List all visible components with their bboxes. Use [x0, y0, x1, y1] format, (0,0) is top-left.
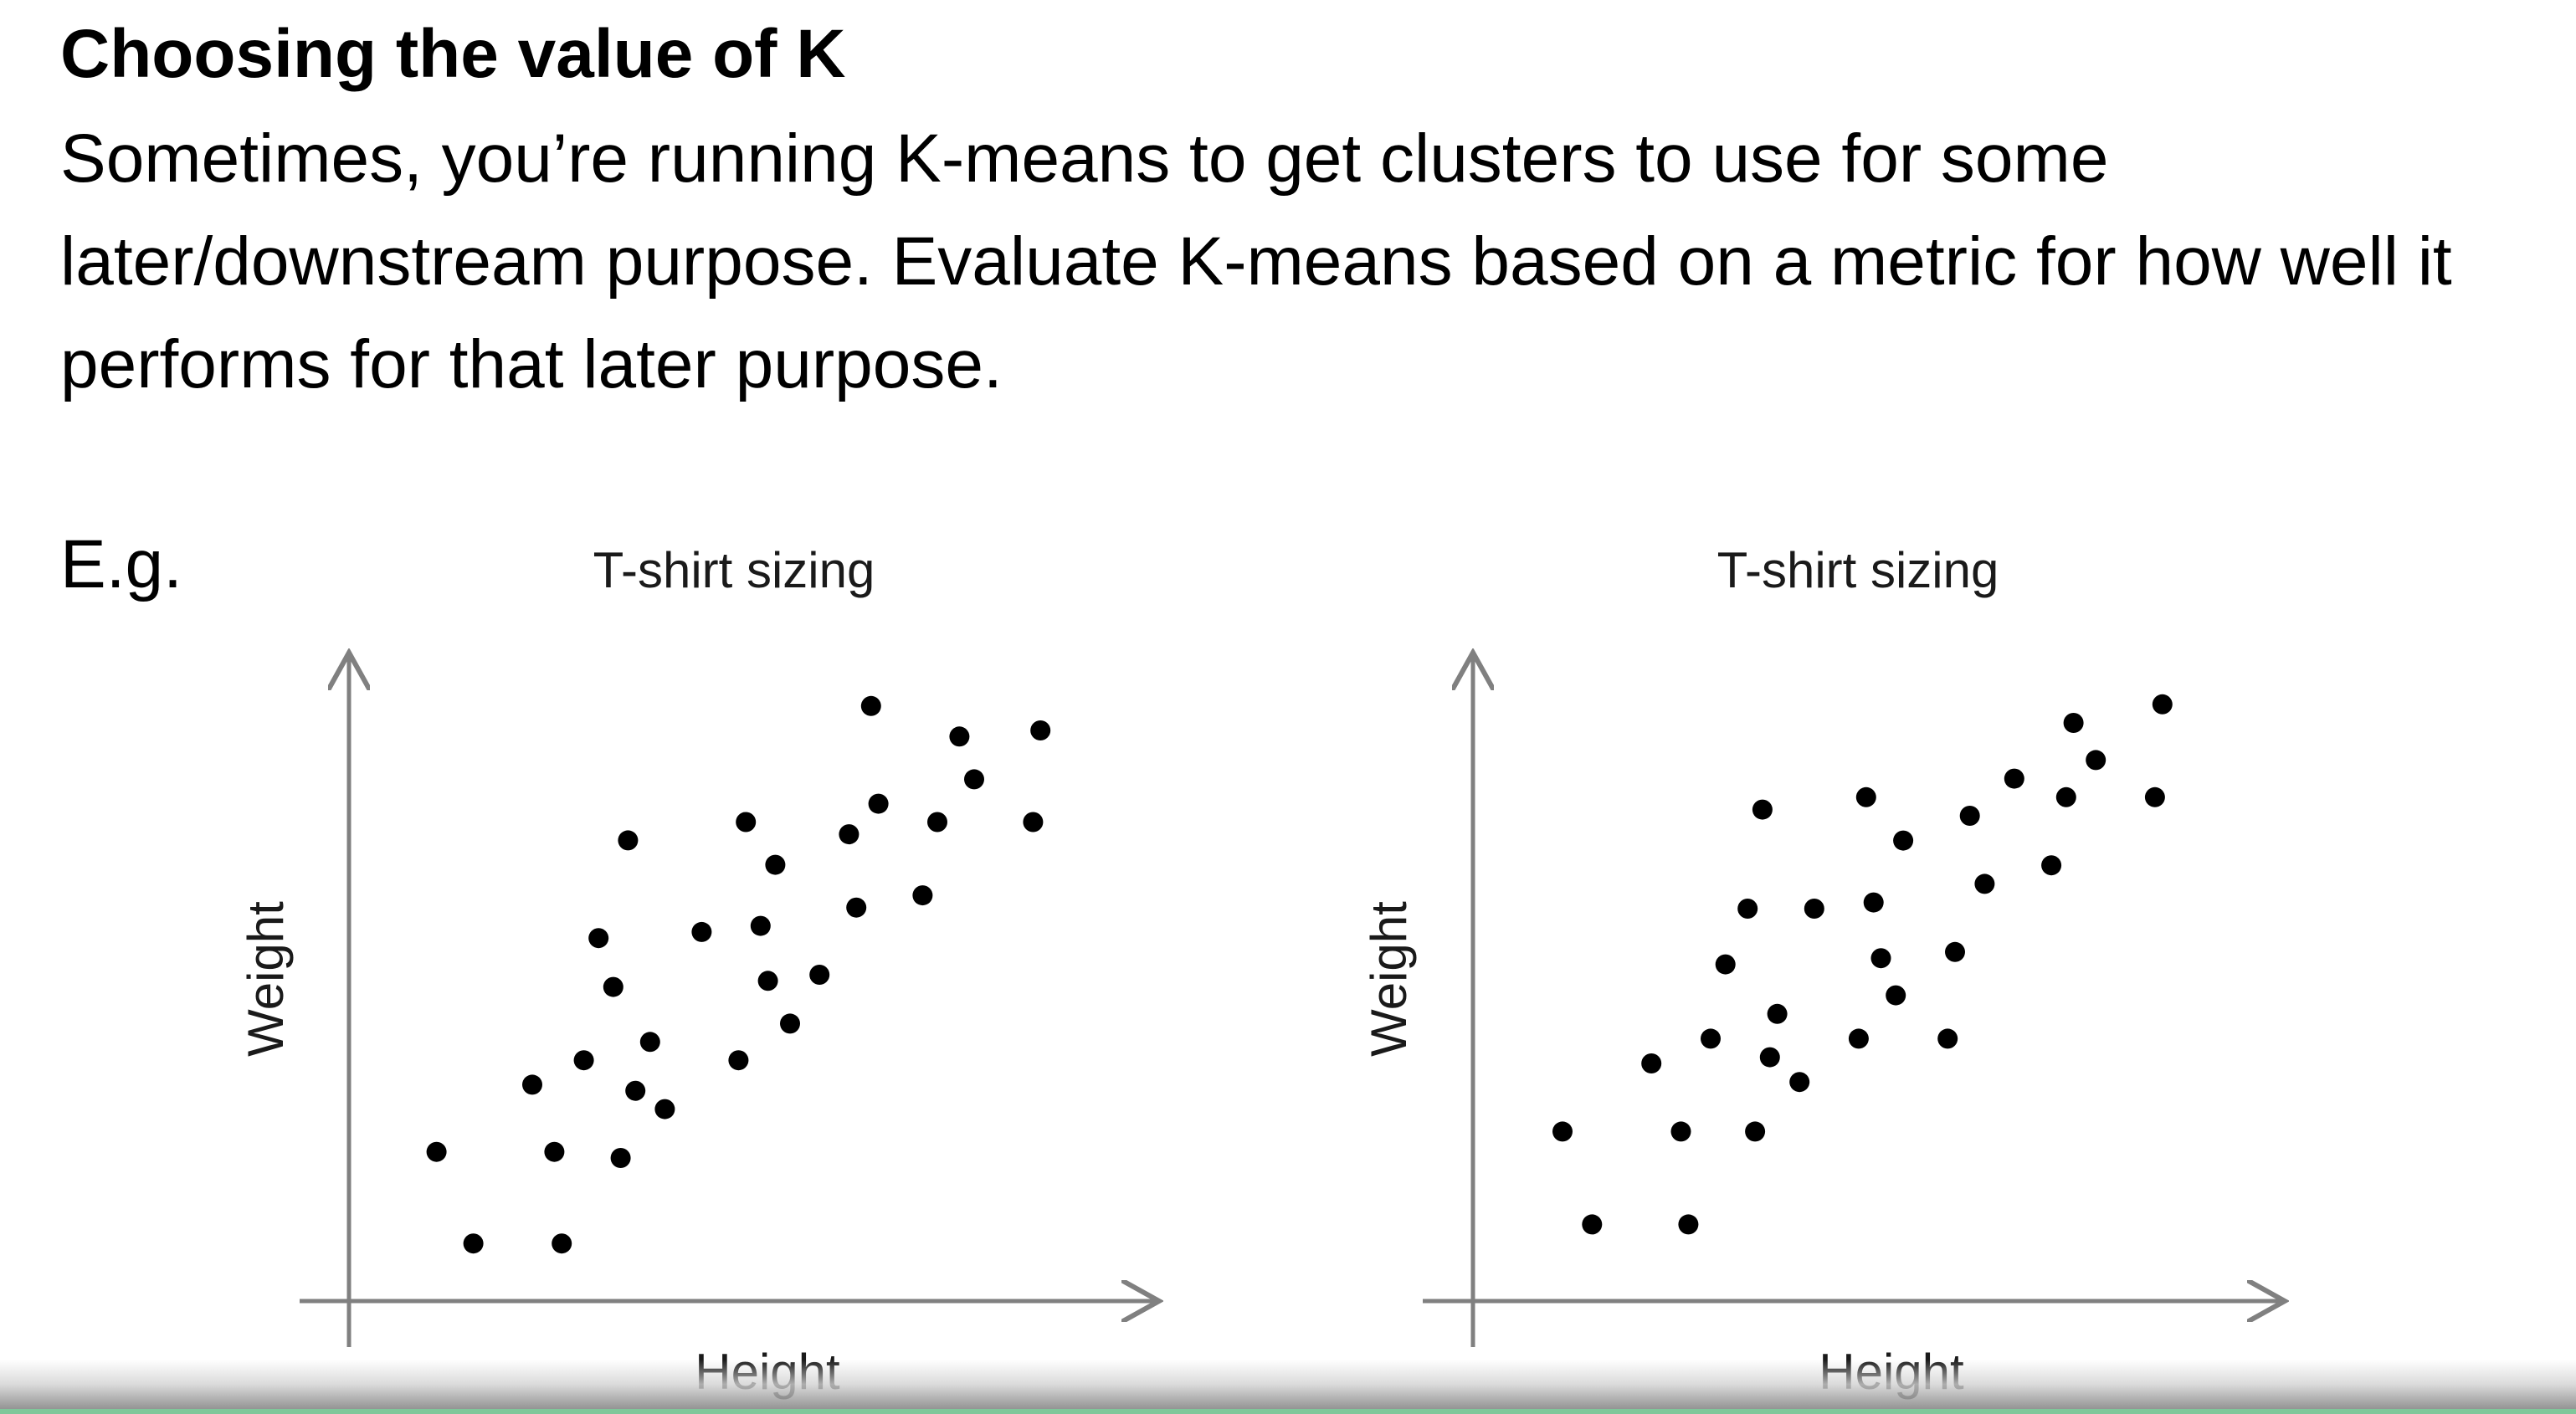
chart-2-point-26 — [2041, 855, 2062, 876]
chart-1-point-24 — [860, 695, 881, 716]
chart-2-point-15 — [1848, 1028, 1869, 1049]
chart-1-point-22 — [839, 824, 860, 845]
chart-2-point-9 — [1745, 1121, 1766, 1142]
chart-1-point-18 — [757, 971, 778, 991]
chart-2-point-23 — [1959, 806, 1980, 826]
chart-2-point-31 — [2152, 694, 2173, 715]
chart-1-point-4 — [522, 1074, 542, 1095]
chart-1-point-13 — [618, 830, 639, 851]
chart-1-point-20 — [765, 854, 786, 875]
chart-1-point-14 — [691, 921, 712, 942]
chart-1-point-28 — [949, 726, 970, 747]
example-label: E.g. — [60, 526, 182, 602]
chart-1-point-15 — [728, 1050, 749, 1071]
chart-2-point-14 — [1804, 899, 1824, 919]
chart-2-point-13 — [1789, 1072, 1810, 1093]
chart-1-point-17 — [750, 915, 771, 936]
chart-2-point-19 — [1886, 985, 1906, 1006]
scatter-chart-2: T-shirt sizing Weight Height — [1361, 542, 2285, 1400]
scatter-chart-1: T-shirt sizing Weight Height — [238, 542, 1159, 1400]
chart-1-point-25 — [868, 793, 889, 814]
chart-2-points — [1552, 694, 2173, 1235]
chart-1-point-21 — [809, 965, 830, 985]
chart-1-point-27 — [927, 812, 947, 833]
chart-2-point-2 — [1582, 1214, 1603, 1235]
chart-1-title: T-shirt sizing — [593, 542, 875, 598]
chart-1-point-11 — [639, 1032, 660, 1053]
chart-1-point-6 — [573, 1050, 594, 1071]
chart-2-x-axis-label: Height — [1819, 1344, 1964, 1400]
chart-2-point-22 — [1945, 941, 1965, 962]
chart-2-point-8 — [1737, 899, 1758, 919]
chart-1-point-8 — [603, 976, 623, 997]
chart-1-point-19 — [780, 1013, 800, 1034]
chart-2-point-16 — [1855, 786, 1876, 807]
chart-1-point-2 — [463, 1233, 484, 1254]
slide-title: Choosing the value of K — [60, 16, 846, 92]
chart-2-point-20 — [1893, 830, 1914, 851]
chart-2-point-29 — [2086, 750, 2106, 771]
chart-2-point-27 — [2055, 786, 2076, 807]
chart-2-point-25 — [2004, 768, 2024, 789]
slide-body-text: Sometimes, you’re running K-means to get… — [60, 120, 2452, 402]
chart-2-point-30 — [2144, 786, 2165, 807]
chart-2-y-axis-label: Weight — [1361, 901, 1417, 1057]
chart-1-point-9 — [588, 928, 609, 949]
chart-2-point-5 — [1678, 1214, 1699, 1235]
chart-2-point-24 — [1974, 874, 1995, 894]
chart-1-point-7 — [610, 1148, 631, 1168]
chart-1-point-29 — [964, 769, 984, 790]
chart-1-point-12 — [654, 1099, 675, 1119]
chart-1-point-31 — [1030, 720, 1051, 740]
chart-2-point-6 — [1701, 1028, 1721, 1049]
chart-2-point-17 — [1863, 892, 1884, 913]
chart-2-point-7 — [1715, 954, 1736, 975]
chart-2-point-28 — [2063, 713, 2084, 733]
chart-1-point-16 — [736, 812, 757, 833]
chart-1-points — [426, 695, 1051, 1254]
chart-1-point-26 — [912, 885, 933, 906]
chart-1-point-23 — [846, 897, 867, 918]
chart-2-point-3 — [1641, 1053, 1662, 1073]
chart-1-point-30 — [1023, 812, 1044, 833]
chart-1-point-3 — [552, 1233, 572, 1254]
chart-2-point-18 — [1870, 948, 1891, 969]
chart-2-point-21 — [1937, 1028, 1958, 1049]
chart-1-y-axis-label: Weight — [238, 901, 294, 1057]
chart-2-point-12 — [1767, 1003, 1788, 1024]
chart-1-point-5 — [544, 1141, 565, 1162]
chart-2-point-4 — [1670, 1121, 1691, 1142]
chart-2-point-1 — [1552, 1121, 1573, 1142]
chart-2-point-10 — [1752, 799, 1773, 820]
chart-1-x-axis-label: Height — [695, 1344, 840, 1400]
chart-1-point-10 — [625, 1080, 646, 1101]
chart-2-point-11 — [1759, 1047, 1780, 1068]
chart-1-point-1 — [426, 1141, 447, 1162]
chart-2-title: T-shirt sizing — [1717, 542, 1999, 598]
bottom-progress-line — [0, 1409, 2576, 1414]
